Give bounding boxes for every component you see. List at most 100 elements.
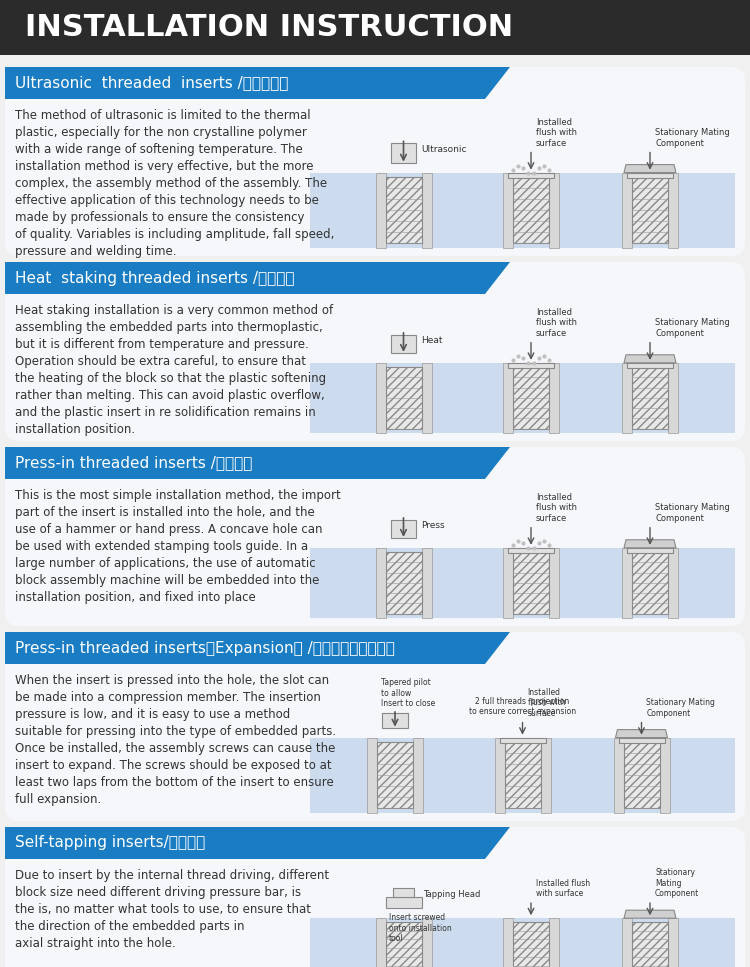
Bar — [513, 552, 549, 614]
Bar — [508, 172, 554, 178]
Bar — [668, 919, 678, 967]
FancyBboxPatch shape — [5, 632, 745, 821]
Bar — [549, 172, 559, 248]
Bar — [614, 738, 623, 813]
Text: Press: Press — [422, 521, 446, 531]
Bar — [422, 363, 431, 433]
Polygon shape — [485, 827, 510, 859]
Bar — [0, 0, 750, 55]
Polygon shape — [624, 910, 676, 919]
Bar — [422, 172, 431, 248]
Polygon shape — [485, 262, 510, 294]
Bar — [503, 363, 513, 433]
Bar — [623, 742, 659, 808]
Bar — [627, 547, 673, 553]
Bar — [310, 919, 735, 967]
Bar — [391, 335, 416, 353]
Bar — [386, 367, 422, 428]
Polygon shape — [485, 67, 510, 99]
Text: Stationary Mating
Component: Stationary Mating Component — [655, 504, 730, 523]
Text: INSTALLATION INSTRUCTION: INSTALLATION INSTRUCTION — [25, 13, 513, 42]
Bar — [632, 552, 668, 614]
Bar — [627, 172, 673, 178]
Bar — [503, 919, 513, 967]
Bar — [382, 713, 407, 727]
Bar — [5, 632, 485, 664]
Text: Installed flush
with surface: Installed flush with surface — [536, 879, 590, 898]
Text: Due to insert by the internal thread driving, different
block size need differen: Due to insert by the internal thread dri… — [15, 869, 329, 950]
Bar — [376, 919, 386, 967]
Bar — [5, 827, 485, 859]
Text: Tapered pilot
to allow
Insert to close: Tapered pilot to allow Insert to close — [380, 678, 435, 708]
Bar — [549, 547, 559, 618]
Bar — [422, 547, 431, 618]
Bar — [508, 363, 554, 367]
Text: Press-in threaded inserts（Expansion） /冷压埋植（膨胀型）: Press-in threaded inserts（Expansion） /冷压… — [15, 640, 394, 656]
Bar — [513, 922, 549, 967]
Bar — [310, 547, 735, 618]
Bar — [391, 520, 416, 538]
Bar — [386, 897, 422, 908]
Polygon shape — [624, 164, 676, 172]
Bar — [310, 172, 735, 248]
Text: Heat staking installation is a very common method of
assembling the embedded par: Heat staking installation is a very comm… — [15, 304, 333, 436]
Bar — [632, 177, 668, 244]
Text: Ultrasonic  threaded  inserts /超声波埋植: Ultrasonic threaded inserts /超声波埋植 — [15, 75, 288, 91]
Text: Self-tapping inserts/自攻埋植: Self-tapping inserts/自攻埋植 — [15, 835, 206, 851]
Bar — [386, 552, 422, 614]
Bar — [5, 262, 485, 294]
Bar — [5, 67, 485, 99]
Text: Stationary
Mating
Component: Stationary Mating Component — [655, 868, 699, 898]
Bar — [508, 547, 554, 553]
Text: 2 full threads  projection
to ensure correct expansion: 2 full threads projection to ensure corr… — [469, 697, 576, 717]
Bar — [668, 172, 678, 248]
Polygon shape — [624, 355, 676, 363]
Bar — [376, 547, 386, 618]
Bar — [367, 738, 377, 813]
Bar — [632, 922, 668, 967]
Polygon shape — [485, 447, 510, 479]
Text: This is the most simple installation method, the import
part of the insert is in: This is the most simple installation met… — [15, 489, 340, 604]
Bar — [549, 919, 559, 967]
Text: Stationary Mating
Component: Stationary Mating Component — [655, 129, 730, 148]
Bar — [500, 738, 545, 743]
Bar — [377, 742, 413, 808]
Polygon shape — [624, 540, 676, 547]
Bar — [622, 363, 632, 433]
Text: Press-in threaded inserts /冷压埋植: Press-in threaded inserts /冷压埋植 — [15, 455, 252, 471]
Text: Installed
flush with
surface: Installed flush with surface — [536, 308, 577, 337]
Text: When the insert is pressed into the hole, the slot can
be made into a compressio: When the insert is pressed into the hole… — [15, 674, 336, 806]
Text: Installed
flush with
surface: Installed flush with surface — [536, 118, 577, 148]
Bar — [549, 363, 559, 433]
Bar — [622, 172, 632, 248]
Bar — [627, 363, 673, 367]
Bar — [422, 919, 431, 967]
FancyBboxPatch shape — [5, 262, 745, 441]
Text: Insert screwed
onto installation
tool: Insert screwed onto installation tool — [389, 913, 452, 943]
Bar — [386, 177, 422, 244]
Text: Installed
flush with
surface: Installed flush with surface — [527, 688, 566, 718]
Bar — [503, 172, 513, 248]
Text: The method of ultrasonic is limited to the thermal
plastic, especially for the n: The method of ultrasonic is limited to t… — [15, 109, 334, 258]
Text: Ultrasonic: Ultrasonic — [422, 145, 467, 154]
Bar — [659, 738, 670, 813]
Bar — [513, 177, 549, 244]
Text: Stationary Mating
Component: Stationary Mating Component — [646, 698, 716, 718]
Bar — [632, 367, 668, 428]
FancyBboxPatch shape — [5, 447, 745, 626]
Bar — [622, 919, 632, 967]
Text: Installed
flush with
surface: Installed flush with surface — [536, 493, 577, 523]
Bar — [393, 888, 414, 897]
Polygon shape — [485, 632, 510, 664]
Bar — [503, 547, 513, 618]
FancyBboxPatch shape — [5, 67, 745, 256]
Bar — [376, 363, 386, 433]
Text: Tapping Head: Tapping Head — [423, 890, 481, 899]
Bar — [391, 143, 416, 162]
Bar — [386, 922, 422, 967]
Bar — [413, 738, 423, 813]
Text: Heat: Heat — [422, 337, 443, 345]
Bar — [668, 547, 678, 618]
Bar — [513, 367, 549, 428]
Bar — [541, 738, 550, 813]
